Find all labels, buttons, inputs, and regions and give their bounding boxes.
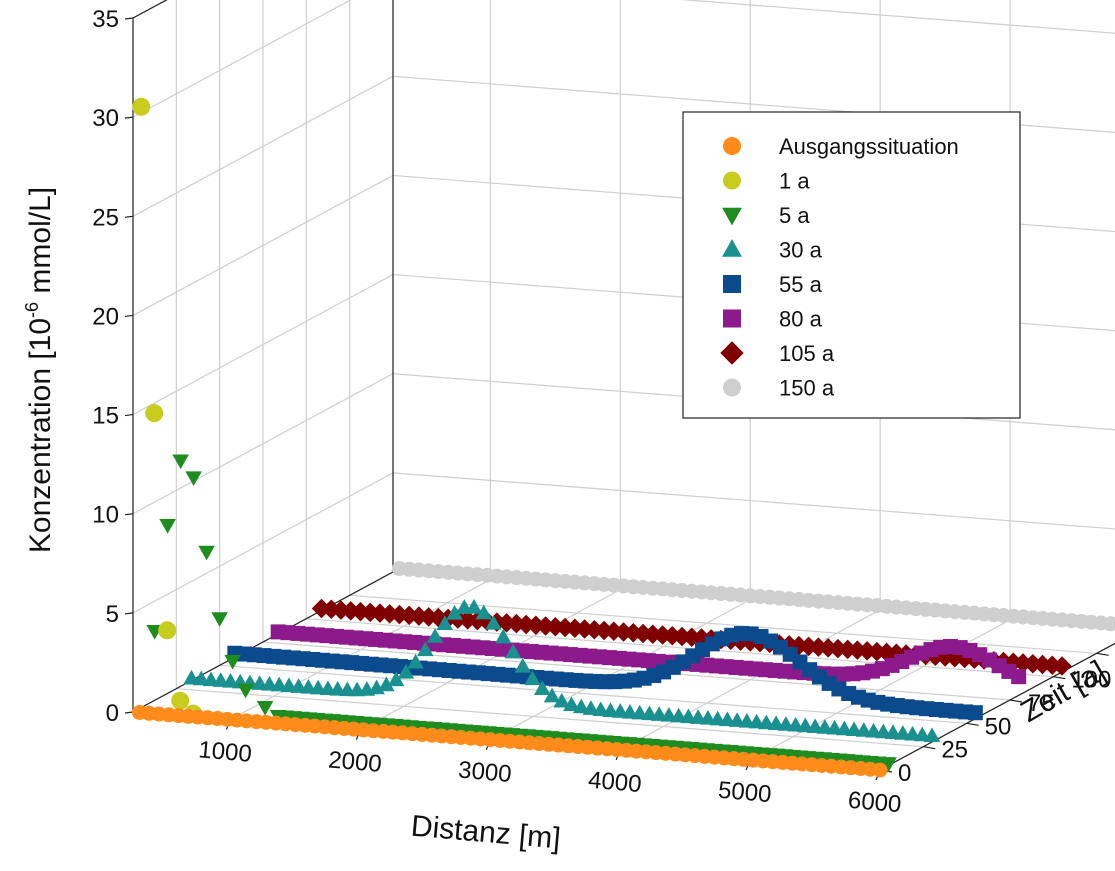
data-point bbox=[172, 455, 189, 470]
legend-marker bbox=[723, 379, 741, 397]
legend-marker bbox=[723, 137, 741, 155]
data-point bbox=[427, 628, 444, 643]
series-1-a bbox=[132, 98, 202, 723]
y-tick-mark bbox=[967, 723, 979, 725]
z-axis-title-exponent: -6 bbox=[22, 302, 42, 318]
z-axis-title-prefix: Konzentration [10 bbox=[24, 318, 57, 553]
y-tick-label: 25 bbox=[941, 737, 968, 764]
x-tick-label: 1000 bbox=[197, 736, 253, 768]
z-tick-label: 0 bbox=[106, 700, 119, 727]
x-tick-label: 5000 bbox=[717, 777, 773, 809]
x-tick-label: 4000 bbox=[587, 767, 643, 799]
data-point bbox=[159, 519, 176, 534]
z-tick-label: 35 bbox=[92, 6, 119, 33]
y-tick-mark bbox=[1097, 653, 1109, 655]
z-tick-label: 20 bbox=[92, 303, 119, 330]
legend-label: 105 a bbox=[779, 341, 835, 366]
legend-marker bbox=[723, 310, 741, 328]
x-axis-title: Distanz [m] bbox=[410, 810, 562, 856]
z-tick-label: 10 bbox=[92, 502, 119, 529]
data-point bbox=[873, 763, 888, 778]
backwall-gridline-z bbox=[393, 0, 1115, 35]
z-tick-mark bbox=[125, 514, 133, 515]
z-tick-mark bbox=[125, 415, 133, 416]
legend: Ausgangssituation 1 a 5 a 30 a 55 a 80 a 105 a… bbox=[683, 112, 1020, 418]
z-tick-mark bbox=[125, 315, 133, 316]
y-tick-mark bbox=[923, 747, 935, 749]
y-tick-label: 0 bbox=[898, 760, 911, 787]
legend-label: 55 a bbox=[779, 272, 823, 297]
x-tick-label: 2000 bbox=[327, 746, 383, 778]
backwall-gridline-z bbox=[393, 473, 1115, 531]
z-axis-title: Konzentration [10-6 mmol/L] bbox=[22, 187, 57, 553]
z-tick-mark bbox=[125, 216, 133, 217]
data-point bbox=[237, 684, 254, 699]
data-point bbox=[132, 98, 150, 116]
data-point bbox=[158, 621, 176, 639]
legend-label: 1 a bbox=[779, 169, 810, 194]
y-tick-label: 50 bbox=[985, 713, 1012, 740]
z-tick-label: 15 bbox=[92, 403, 119, 430]
x-tick-label: 6000 bbox=[847, 787, 903, 819]
data-point bbox=[171, 692, 189, 710]
data-point bbox=[968, 705, 983, 720]
legend-label: 5 a bbox=[779, 203, 810, 228]
x-tick-label: 3000 bbox=[457, 756, 513, 788]
z-tick-label: 25 bbox=[92, 204, 119, 231]
legend-label: 150 a bbox=[779, 376, 835, 401]
data-point bbox=[145, 404, 163, 422]
data-point bbox=[211, 612, 228, 627]
legend-label: 80 a bbox=[779, 307, 823, 332]
z-tick-mark bbox=[125, 18, 133, 19]
legend-marker bbox=[723, 172, 741, 190]
z-tick-mark bbox=[125, 613, 133, 614]
data-point bbox=[1011, 669, 1026, 684]
z-tick-label: 30 bbox=[92, 105, 119, 132]
z-tick-label: 5 bbox=[106, 601, 119, 628]
legend-marker bbox=[723, 275, 741, 293]
z-tick-mark bbox=[125, 117, 133, 118]
legend-label: Ausgangssituation bbox=[779, 134, 959, 159]
legend-label: 30 a bbox=[779, 238, 823, 263]
z-tick-mark bbox=[125, 712, 133, 713]
data-point bbox=[257, 701, 274, 716]
data-point bbox=[515, 658, 532, 673]
z-axis-title-suffix: mmol/L] bbox=[24, 187, 57, 302]
data-point bbox=[198, 546, 215, 561]
